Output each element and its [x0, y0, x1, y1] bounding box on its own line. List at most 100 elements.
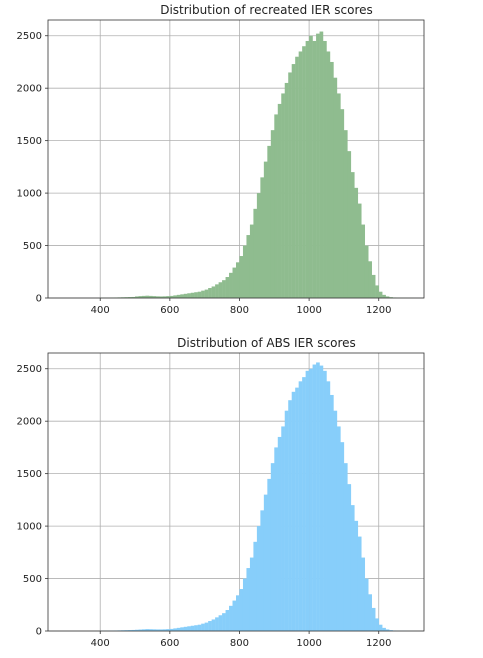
histogram-bar	[323, 40, 327, 298]
histogram-bar	[180, 627, 184, 631]
histogram-bar	[298, 381, 303, 631]
histogram-bar	[309, 35, 313, 299]
histogram-bar	[138, 629, 143, 631]
histogram-bar	[232, 600, 237, 631]
x-tick-label: 800	[230, 638, 249, 649]
histogram-bar	[288, 400, 292, 631]
histogram-bar	[249, 557, 254, 631]
histogram-bar	[246, 235, 251, 298]
histogram-bar	[239, 589, 244, 631]
histogram-bar	[225, 277, 230, 298]
histogram-bar	[357, 536, 362, 631]
histogram-bar	[295, 387, 299, 631]
histogram-bar	[222, 280, 226, 298]
histogram-bar	[302, 377, 306, 631]
histogram-bar	[187, 626, 191, 631]
histogram-bar	[305, 40, 310, 298]
y-tick-label: 2000	[17, 84, 42, 95]
histogram-bar	[378, 291, 383, 298]
histogram-bar	[124, 630, 129, 631]
histogram-bar	[361, 557, 366, 631]
histogram-bar	[155, 296, 160, 298]
histogram-bar	[389, 630, 393, 631]
histogram-bar	[316, 33, 320, 299]
histogram-bar	[162, 629, 167, 631]
histogram-bar	[201, 290, 205, 298]
histogram-bar	[159, 296, 164, 298]
histogram-bar	[312, 40, 317, 298]
histogram-bar	[218, 282, 223, 298]
histogram-bar	[333, 77, 338, 298]
y-tick-label: 500	[23, 241, 42, 252]
histogram-recreated-ier: 400 600 800 1000 1200 0 500 1000 1500 2000 2500	[17, 19, 425, 316]
histogram-bar	[197, 291, 202, 298]
y-tick-label: 1000	[17, 189, 42, 200]
histogram-bar	[371, 274, 376, 298]
histogram-bar	[354, 187, 359, 298]
histogram-bar	[128, 630, 132, 631]
x-tick-label: 800	[230, 305, 249, 316]
histogram-bar	[176, 294, 181, 298]
histogram-bar	[131, 629, 136, 631]
y-tick-label: 2500	[17, 31, 42, 42]
histogram-bar	[173, 295, 178, 298]
histogram-bar	[375, 618, 379, 631]
histogram-bar	[375, 285, 379, 298]
histogram-bar	[371, 607, 376, 631]
histogram-bar	[270, 130, 275, 298]
histogram-bar	[169, 628, 174, 631]
y-tick-label: 500	[23, 574, 42, 585]
x-tick-label: 1200	[366, 638, 391, 649]
histogram-bar	[138, 296, 143, 298]
histogram-bar	[253, 541, 258, 631]
histogram-bar	[385, 296, 390, 298]
histogram-bar	[169, 295, 174, 298]
histogram-bar	[159, 629, 164, 631]
histogram-bar	[385, 629, 390, 631]
histogram-bar	[239, 256, 244, 298]
histogram-bar	[291, 391, 296, 631]
chart-title-recreated: Distribution of recreated IER scores	[160, 3, 373, 17]
histogram-bar	[361, 224, 366, 298]
y-tick-label: 0	[36, 294, 42, 305]
histogram-bar	[340, 442, 345, 631]
histogram-bar	[201, 623, 205, 631]
histogram-bar	[267, 145, 272, 298]
histogram-bar	[326, 381, 331, 631]
histogram-bar	[204, 289, 209, 298]
histogram-bar	[343, 463, 348, 631]
histogram-bar	[305, 370, 310, 631]
histogram-bar	[236, 262, 240, 298]
histogram-bar	[382, 294, 386, 298]
histogram-bar	[389, 297, 393, 298]
x-tick-label: 400	[91, 305, 110, 316]
histogram-bar	[152, 629, 157, 631]
histogram-bar	[222, 613, 226, 631]
histogram-bar	[298, 51, 303, 299]
histogram-bar	[242, 578, 247, 631]
histogram-bar	[176, 627, 181, 631]
y-tick-label: 1500	[17, 469, 42, 480]
histogram-bar	[347, 151, 352, 298]
histogram-bar	[350, 505, 355, 631]
histogram-bar	[295, 56, 299, 298]
histogram-bar	[225, 610, 230, 631]
histogram-bar	[218, 615, 223, 631]
histogram-bar	[148, 629, 153, 631]
histogram-bar	[357, 203, 362, 298]
histogram-bar	[368, 594, 372, 631]
x-tick-label: 400	[91, 638, 110, 649]
histogram-bar	[166, 296, 171, 298]
histogram-bar	[253, 208, 258, 298]
x-tick-label: 600	[160, 638, 179, 649]
histogram-bar	[131, 296, 136, 298]
histogram-bar	[333, 410, 338, 631]
histogram-bar	[246, 568, 251, 631]
histogram-bar	[162, 296, 167, 298]
histogram-bar	[263, 494, 268, 631]
histogram-bar	[197, 624, 202, 631]
histogram-bar	[260, 177, 265, 298]
histogram-bar	[277, 103, 282, 298]
histogram-bar	[354, 520, 359, 631]
histogram-bar	[180, 294, 184, 298]
